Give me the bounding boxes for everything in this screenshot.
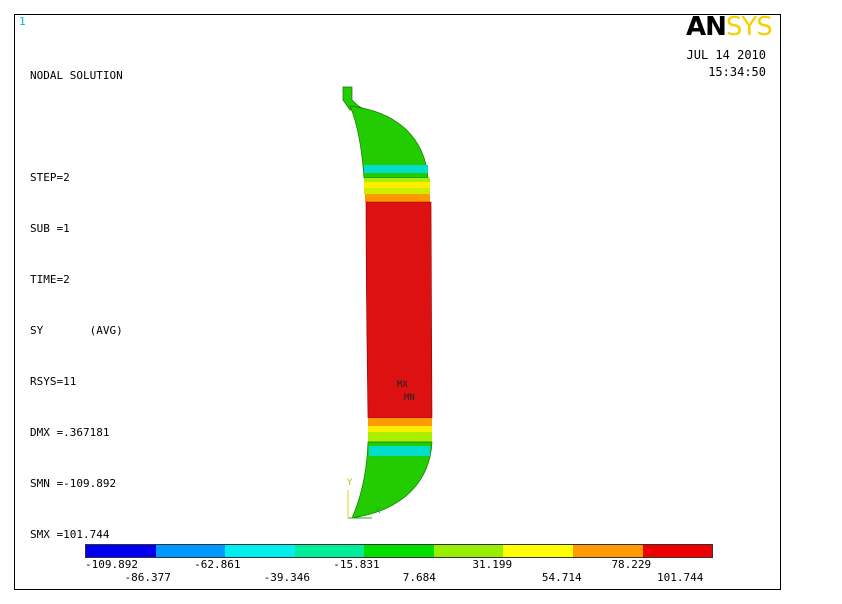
- ansys-logo: ANSYS: [686, 12, 773, 42]
- info-component: SY (AVG): [30, 324, 123, 337]
- contour-legend-bar: [85, 544, 713, 558]
- timestamp: JUL 14 2010 15:34:50: [678, 47, 766, 81]
- legend-segment: [364, 545, 434, 557]
- legend-tick-bottom: 54.714: [541, 571, 582, 584]
- logo-an: AN: [686, 12, 727, 42]
- axis-y-label: Y: [347, 478, 353, 488]
- legend-segment: [503, 545, 573, 557]
- upper-yellow-band: [364, 182, 430, 188]
- lower-head: [351, 441, 433, 519]
- legend-tick-bottom: 7.684: [402, 571, 436, 584]
- legend-segment: [572, 545, 643, 557]
- legend-tick-bottom: 101.744: [657, 571, 704, 584]
- legend-segment: [294, 545, 365, 557]
- lower-yellow-band: [368, 426, 432, 432]
- info-dmx: DMX =.367181: [30, 426, 110, 439]
- legend-tick-top: -109.892: [85, 558, 138, 571]
- time-text: 15:34:50: [708, 65, 766, 79]
- lower-orange-band: [368, 418, 432, 426]
- info-step: STEP=2: [30, 171, 70, 184]
- info-time: TIME=2: [30, 273, 70, 286]
- legend-segment: [433, 545, 504, 557]
- window-number: 1: [19, 15, 26, 28]
- info-rsys: RSYS=11: [30, 375, 77, 388]
- upper-head: [349, 105, 429, 179]
- legend-tick-top: 31.199: [472, 558, 513, 571]
- legend-segment: [225, 545, 295, 557]
- legend-tick-top: -62.861: [194, 558, 241, 571]
- legend-tick-top: 78.229: [611, 558, 652, 571]
- legend-tick-top: -15.831: [333, 558, 380, 571]
- legend-segment: [642, 545, 713, 557]
- logo-sys: SYS: [725, 12, 773, 42]
- max-marker-label: MX: [397, 380, 408, 390]
- legend-tick-bottom: -86.377: [124, 571, 171, 584]
- legend-tick-bottom: -39.346: [263, 571, 311, 584]
- info-title: NODAL SOLUTION: [30, 69, 123, 82]
- lower-cyan-band: [369, 446, 430, 456]
- lower-lime-band: [368, 432, 432, 442]
- info-smn: SMN =-109.892: [30, 477, 117, 490]
- upper-orange-band: [365, 194, 430, 202]
- date-text: JUL 14 2010: [686, 48, 766, 62]
- legend-segment: [86, 545, 156, 557]
- cylinder-body: [365, 201, 433, 419]
- info-smx: SMX =101.744: [30, 528, 110, 541]
- upper-lime-band-2: [364, 188, 430, 194]
- info-sub: SUB =1: [30, 222, 70, 235]
- solution-info-block: NODAL SOLUTION STEP=2 SUB =1 TIME=2 SY (…: [30, 33, 123, 560]
- min-marker-label: MN: [404, 393, 415, 403]
- axis-x-label: X: [375, 506, 381, 516]
- legend-segment: [155, 545, 226, 557]
- upper-lime-band: [364, 178, 430, 182]
- upper-cyan-band: [364, 165, 428, 173]
